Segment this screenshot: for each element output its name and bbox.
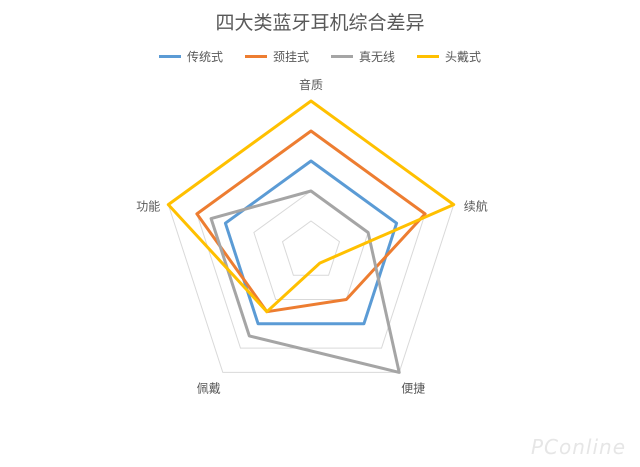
grid-ring (167, 100, 455, 373)
axis-label: 功能 (136, 200, 160, 214)
series-line (223, 159, 399, 326)
legend-swatch (417, 55, 440, 58)
legend-item: 真无线 (331, 48, 395, 65)
legend-swatch (331, 55, 353, 58)
legend: 传统式 颈挂式 真无线 头戴式 (0, 48, 640, 65)
axis-label: 便捷 (401, 381, 425, 395)
grid-ring (253, 190, 369, 300)
series-line (195, 129, 427, 314)
chart-title: 四大类蓝牙耳机综合差异 (215, 12, 425, 34)
axis-label: 佩戴 (197, 380, 221, 395)
series-line (209, 189, 401, 374)
legend-label: 头戴式 (445, 50, 482, 64)
legend-swatch (244, 55, 267, 58)
axis-label: 续航 (464, 199, 488, 214)
legend-label: 真无线 (359, 50, 396, 64)
legend-item: 颈挂式 (244, 48, 309, 65)
legend-item: 传统式 (158, 48, 223, 65)
watermark: PConline (530, 435, 626, 459)
grid-ring (281, 220, 341, 276)
legend-label: 颈挂式 (272, 50, 309, 64)
series-line (166, 99, 456, 314)
legend-swatch (158, 55, 181, 58)
axis-label: 音质 (299, 77, 323, 92)
legend-label: 传统式 (186, 50, 223, 64)
legend-item: 头戴式 (417, 48, 481, 65)
